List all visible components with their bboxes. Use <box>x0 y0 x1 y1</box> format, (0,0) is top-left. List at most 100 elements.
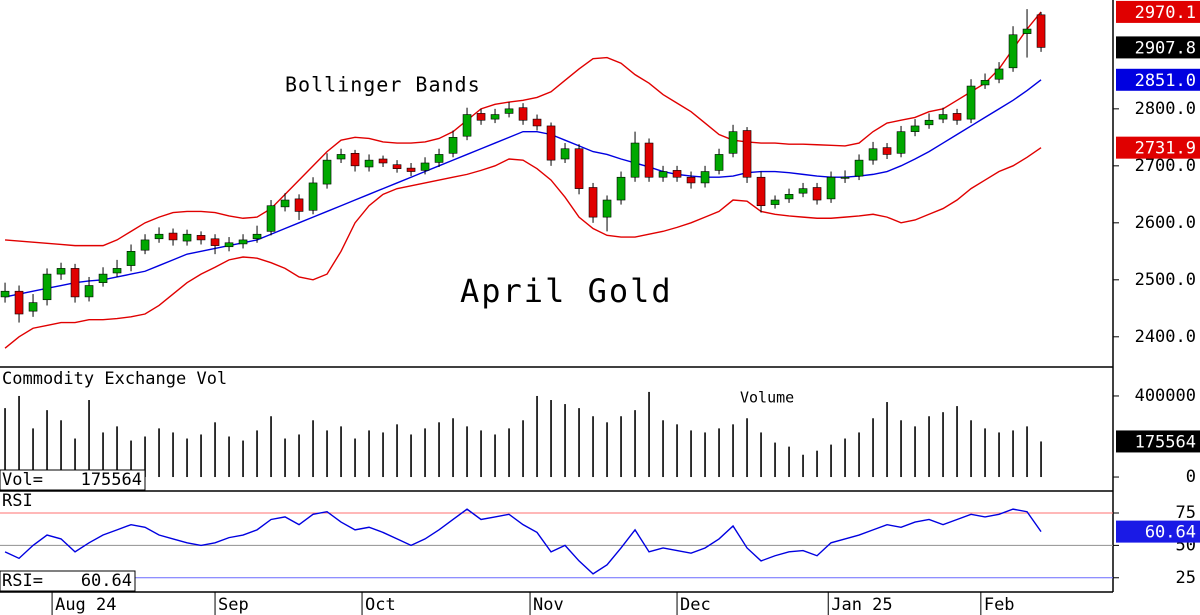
candle-body <box>0 290 10 298</box>
candle-body <box>56 268 66 275</box>
x-tick-label: Oct <box>365 595 396 615</box>
candle-body <box>826 176 836 200</box>
last-value-label: 60.64 <box>1145 523 1196 543</box>
readout-label: Vol= <box>2 470 43 490</box>
candle-body <box>966 85 976 120</box>
candle-body <box>28 302 38 312</box>
candle-body <box>462 114 472 137</box>
readout-box <box>0 570 136 592</box>
candle-body <box>294 198 304 212</box>
y-tick-label: 25 <box>1176 568 1196 588</box>
candle-body <box>546 125 556 161</box>
candle-body <box>420 162 430 171</box>
candle-body <box>700 171 710 184</box>
last-value-box <box>1116 136 1200 159</box>
annotation: Bollinger Bands <box>285 73 481 97</box>
y-tick-label: 2800.0 <box>1135 99 1196 119</box>
candle-body <box>896 131 906 154</box>
candle-body <box>588 187 598 218</box>
candle-body <box>210 238 220 246</box>
candle-body <box>322 159 332 185</box>
readout-value: 175564 <box>81 470 142 490</box>
candle-body <box>812 187 822 201</box>
panel-title: Commodity Exchange Vol <box>2 369 227 389</box>
y-tick-label: 75 <box>1176 503 1196 523</box>
candle-body <box>1008 34 1018 69</box>
candle-body <box>532 118 542 127</box>
x-tick-label: Jan 25 <box>831 595 892 615</box>
last-value-label: 2851.0 <box>1135 71 1196 91</box>
candle-body <box>434 154 444 163</box>
y-tick-label: 2500.0 <box>1135 270 1196 290</box>
candle-body <box>476 113 486 121</box>
candle-body <box>854 159 864 177</box>
candle-body <box>98 273 108 283</box>
candle-body <box>182 233 192 242</box>
y-tick-label: 2700.0 <box>1135 156 1196 176</box>
candle-body <box>336 154 346 160</box>
last-value-box <box>1116 0 1200 23</box>
candle-body <box>560 148 570 160</box>
candle-body <box>994 68 1004 80</box>
candle-body <box>714 154 724 171</box>
candle-body <box>392 164 402 169</box>
rsi-line <box>4 508 1042 575</box>
candle-body <box>882 147 892 155</box>
candle-body <box>770 199 780 205</box>
y-tick-label: 0 <box>1186 467 1196 487</box>
last-value-label: 2907.8 <box>1135 38 1196 58</box>
candle-body <box>868 148 878 161</box>
candle-body <box>784 194 794 200</box>
candle-body <box>686 176 696 184</box>
candle-body <box>742 130 752 178</box>
candle-body <box>140 239 150 251</box>
x-tick-label: Feb <box>984 595 1015 615</box>
candle-body <box>910 125 920 132</box>
last-value-box <box>1116 520 1200 543</box>
candle-body <box>364 159 374 168</box>
candle-body <box>658 171 668 178</box>
candle-body <box>42 273 52 301</box>
last-value-label: 2731.9 <box>1135 139 1196 159</box>
candle-body <box>154 233 164 240</box>
annotation: Volume <box>740 389 794 407</box>
candle-body <box>840 176 850 179</box>
candle-body <box>798 188 808 194</box>
candle-body <box>168 232 178 241</box>
candle-body <box>616 176 626 201</box>
candle-body <box>602 199 612 218</box>
x-tick-label: Aug 24 <box>55 595 116 615</box>
readout-value: 60.64 <box>81 571 132 591</box>
candle-body <box>672 170 682 178</box>
candle-body <box>196 235 206 241</box>
candle-body <box>252 233 262 240</box>
x-tick-label: Nov <box>533 595 564 615</box>
candle-body <box>518 107 528 121</box>
candle-body <box>756 176 766 207</box>
chart-title: April Gold <box>460 272 673 310</box>
candle-body <box>266 205 276 232</box>
candle-body <box>1036 14 1046 48</box>
candle-body <box>378 158 388 164</box>
candle-body <box>70 268 80 298</box>
band-line <box>4 11 1042 247</box>
readout-box <box>0 469 146 491</box>
candle-body <box>308 182 318 211</box>
last-value-label: 175564 <box>1135 432 1196 452</box>
y-tick-label: 2600.0 <box>1135 213 1196 233</box>
band-line <box>4 79 1042 298</box>
candle-body <box>1022 28 1032 34</box>
candle-body <box>350 152 360 167</box>
candle-body <box>644 142 654 178</box>
candle-body <box>938 114 948 120</box>
candle-body <box>490 114 500 120</box>
candle-body <box>504 108 514 114</box>
x-tick-label: Dec <box>680 595 711 615</box>
panel-title: RSI <box>2 491 33 511</box>
readout-label: RSI= <box>2 571 43 591</box>
x-tick-label: Sep <box>218 595 249 615</box>
last-value-box <box>1116 36 1200 59</box>
candle-body <box>224 242 234 248</box>
